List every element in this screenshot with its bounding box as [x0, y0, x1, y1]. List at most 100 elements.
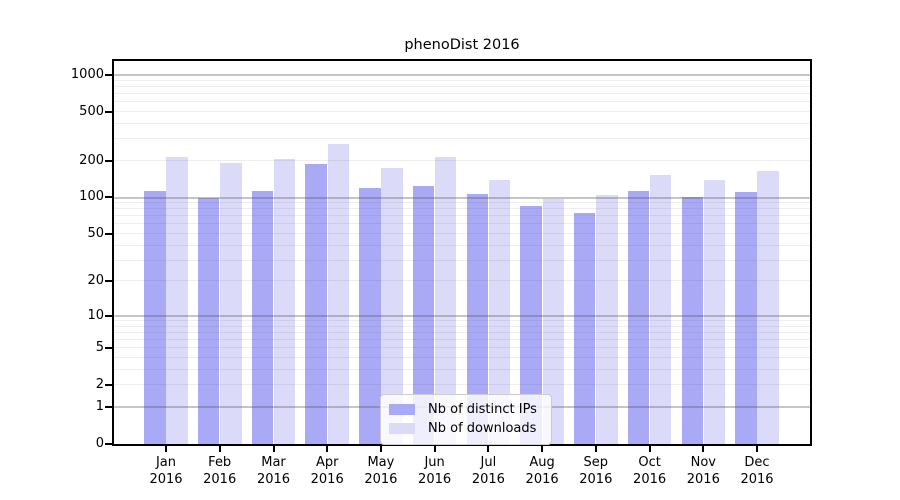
gridline-minor-40	[114, 244, 810, 246]
gridline-minor-8	[114, 325, 810, 327]
xtick-mark-oct-2016	[648, 446, 651, 452]
bar-jun-2016-distinct-ips	[412, 186, 435, 444]
legend-swatch-downloads-icon	[389, 423, 415, 434]
grid-layer	[114, 61, 810, 444]
xtick-label-dec-2016: Dec 2016	[740, 455, 774, 487]
bar-sep-2016-downloads	[596, 194, 618, 444]
bar-aug-2016-downloads	[542, 199, 564, 444]
gridline-minor-80	[114, 208, 810, 210]
gridline-minor-9	[114, 320, 810, 321]
xtick-label-nov-2016: Nov 2016	[686, 455, 720, 487]
ytick-mark-1000	[105, 73, 112, 76]
xtick-label-oct-2016: Oct 2016	[633, 455, 667, 487]
bar-mar-2016-downloads	[273, 158, 296, 444]
gridline-minor-60	[114, 223, 810, 225]
bar-may-2016-downloads	[381, 168, 403, 444]
gridline-minor-700	[114, 93, 810, 94]
ytick-label-200: 200	[79, 152, 104, 168]
bar-jun-2016-downloads	[435, 157, 457, 444]
gridline-minor-2	[114, 384, 810, 386]
ytick-label-100: 100	[79, 189, 104, 205]
gridline-minor-70	[114, 215, 810, 217]
gridline-major-1000	[114, 73, 810, 76]
gridline-major-100	[114, 196, 810, 199]
ytick-mark-1	[105, 405, 112, 408]
gridline-minor-300	[114, 138, 810, 140]
xtick-label-aug-2016: Aug 2016	[525, 455, 559, 487]
xtick-label-jun-2016: Jun 2016	[418, 455, 452, 487]
ytick-mark-100	[105, 196, 112, 199]
xtick-mark-feb-2016	[218, 446, 221, 452]
xtick-mark-aug-2016	[541, 446, 544, 452]
gridline-minor-3	[114, 368, 810, 370]
plot-area: Nb of distinct IPs Nb of downloads	[112, 59, 812, 446]
xtick-label-apr-2016: Apr 2016	[310, 455, 344, 487]
xtick-mark-apr-2016	[326, 446, 329, 452]
ytick-mark-50	[105, 232, 112, 235]
bar-mar-2016-distinct-ips	[251, 191, 274, 444]
gridline-minor-7	[114, 331, 810, 333]
ytick-mark-2	[105, 384, 112, 387]
xtick-mark-mar-2016	[272, 446, 275, 452]
bar-apr-2016-downloads	[327, 144, 349, 444]
bar-feb-2016-downloads	[220, 163, 242, 444]
legend-label-distinct-ips: Nb of distinct IPs	[428, 402, 537, 417]
gridline-minor-800	[114, 85, 810, 87]
gridline-minor-900	[114, 79, 810, 81]
gridline-minor-90	[114, 202, 810, 203]
bar-jul-2016-distinct-ips	[466, 193, 488, 444]
gridline-minor-5	[114, 347, 810, 349]
xtick-mark-sep-2016	[594, 446, 597, 452]
gridline-minor-6	[114, 339, 810, 341]
xtick-label-mar-2016: Mar 2016	[256, 455, 291, 487]
bar-nov-2016-downloads	[703, 179, 726, 444]
ytick-label-5: 5	[95, 340, 104, 356]
legend: Nb of distinct IPs Nb of downloads	[380, 394, 552, 445]
xtick-label-jul-2016: Jul 2016	[471, 455, 505, 487]
bar-jan-2016-distinct-ips	[144, 191, 166, 444]
ytick-label-0: 0	[95, 436, 104, 451]
xtick-mark-dec-2016	[756, 446, 758, 452]
bar-nov-2016-distinct-ips	[681, 196, 703, 444]
gridline-minor-50	[114, 233, 810, 234]
bar-oct-2016-distinct-ips	[627, 191, 650, 444]
xtick-mark-may-2016	[379, 446, 382, 452]
ytick-mark-0	[105, 443, 112, 445]
gridline-minor-20	[114, 280, 810, 282]
ytick-label-2: 2	[95, 377, 104, 393]
legend-item-downloads: Nb of downloads	[389, 419, 537, 438]
bar-jul-2016-downloads	[488, 179, 511, 444]
xtick-mark-jan-2016	[165, 446, 167, 452]
ytick-mark-20	[105, 280, 112, 283]
gridline-minor-200	[114, 159, 810, 161]
ytick-label-10: 10	[87, 307, 104, 323]
xtick-mark-jun-2016	[433, 446, 436, 452]
ytick-label-50: 50	[87, 225, 104, 241]
bars-layer	[114, 61, 810, 444]
ytick-label-1000: 1000	[70, 66, 104, 82]
ytick-mark-10	[105, 314, 112, 317]
xtick-label-jan-2016: Jan 2016	[149, 455, 183, 487]
ytick-mark-500	[105, 110, 112, 113]
xtick-label-feb-2016: Feb 2016	[203, 455, 237, 487]
ytick-label-500: 500	[79, 103, 104, 119]
xtick-mark-nov-2016	[702, 446, 705, 452]
bar-apr-2016-distinct-ips	[305, 164, 327, 444]
chart-title: phenoDist 2016	[404, 37, 520, 53]
ytick-label-1: 1	[95, 398, 104, 414]
legend-swatch-distinct-ips-icon	[389, 404, 415, 415]
bar-sep-2016-distinct-ips	[574, 212, 596, 444]
ytick-mark-5	[105, 347, 112, 350]
bar-dec-2016-downloads	[757, 170, 779, 444]
ytick-mark-200	[105, 159, 112, 162]
bar-feb-2016-distinct-ips	[197, 197, 220, 444]
bar-aug-2016-distinct-ips	[520, 206, 542, 444]
bar-dec-2016-distinct-ips	[735, 191, 757, 444]
gridline-minor-30	[114, 259, 810, 261]
gridline-minor-600	[114, 101, 810, 103]
gridline-minor-400	[114, 122, 810, 124]
xtick-label-may-2016: May 2016	[364, 455, 398, 487]
legend-label-downloads: Nb of downloads	[428, 421, 537, 436]
gridline-minor-500	[114, 110, 810, 112]
